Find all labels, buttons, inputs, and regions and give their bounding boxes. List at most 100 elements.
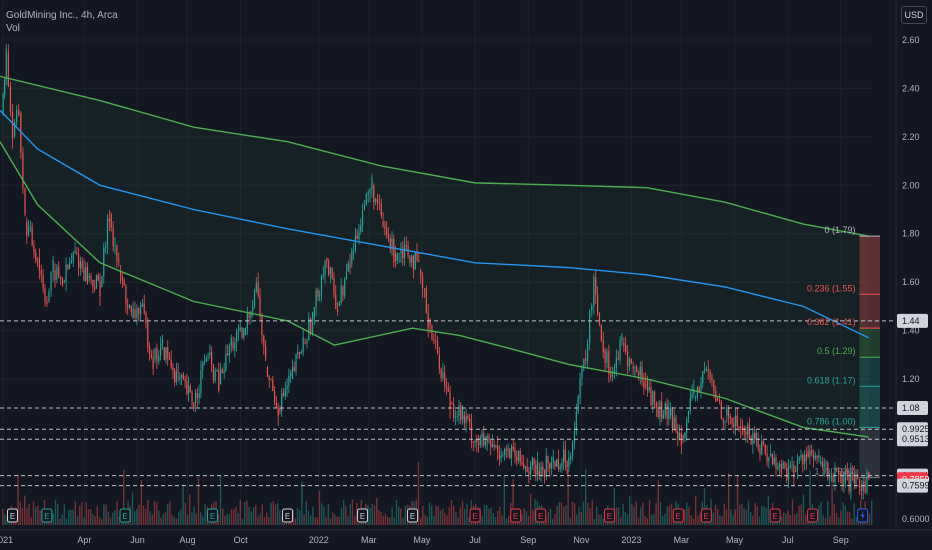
volume-bar [461,500,464,525]
candle-body [743,427,745,433]
candle-body [484,441,487,446]
candle-body [315,290,317,308]
y-tick-label: 0.6000 [902,514,930,524]
candle-body [803,454,806,465]
volume-bar [334,514,336,525]
candle-body [851,472,854,474]
candle-body [673,417,675,429]
volume-bar [481,516,483,525]
candle-body [453,404,455,418]
volume-bar [563,506,565,525]
volume-bar [83,517,85,525]
volume-bar [455,512,457,525]
earnings-marker-label: E [676,512,681,521]
candle-body [378,202,381,204]
candle-body [252,305,254,312]
candle-body [61,278,64,286]
candle-body [81,261,83,269]
candle-body [509,448,511,458]
candle-body [510,446,513,458]
candle-body [58,266,60,277]
volume-bar [109,517,112,525]
candle-body [136,308,138,318]
candle-body [736,415,738,426]
candle-body [645,379,647,381]
volume-bar [316,517,318,525]
candle-body [724,420,726,422]
price-label: 0.9925 [902,424,930,434]
volume-bar [272,501,274,525]
volume-bar [494,517,497,525]
candle-body [825,462,827,464]
currency-button[interactable]: USD [901,6,927,24]
candle-body [167,347,169,358]
volume-bar [318,490,321,525]
volume-bar [717,508,719,525]
volume-bar [52,513,54,525]
volume-bar [138,504,140,525]
volume-bar [637,517,640,525]
x-tick-label: Mar [361,535,377,545]
fib-label: 0.382 (1.41) [807,317,856,327]
candle-body [85,267,87,281]
candle-body [123,280,125,286]
candle-body [754,433,756,440]
volume-bar [466,503,468,525]
candle-body [766,454,768,462]
band-fill [0,76,869,438]
price-label-box [897,478,928,493]
candle-body [528,471,530,475]
candle-body [800,454,802,458]
volume-bar [191,512,193,525]
volume-bar [571,501,574,525]
candle-body [414,252,416,270]
candle-body [662,414,665,419]
candle-body [770,453,772,457]
candle-body [498,452,500,459]
volume-bar [453,505,455,525]
candle-body [637,372,640,376]
candle-body [60,276,62,279]
y-tick-label: 1.80 [902,229,920,239]
earnings-marker-label: E [10,512,15,521]
candle-body [99,280,101,297]
candle-body [112,227,114,246]
candle-body [595,277,597,295]
volume-bar [257,516,259,525]
candle-body [263,335,265,346]
volume-bar [292,509,294,525]
candle-body [570,456,572,459]
candle-body [738,425,740,427]
candle-body [745,432,747,435]
volume-bar [74,501,76,525]
y-tick-label: 1.60 [902,277,920,287]
candle-body [853,472,855,484]
y-tick-label: 2.20 [902,132,920,142]
volume-bar [591,500,593,525]
candle-body [845,470,847,481]
candle-body [26,221,28,236]
volume-bar [587,502,589,525]
candle-body [552,456,554,462]
volume-bar [523,508,525,525]
candle-body [243,328,245,338]
volume-bar [151,514,153,525]
candle-body [440,368,442,379]
candle-body [547,455,549,464]
earnings-marker-label: E [810,512,815,521]
volume-bar [235,506,237,525]
volume-bar [114,510,116,525]
volume-bar [714,505,717,525]
candle-body [324,260,326,275]
volume-bar [380,511,382,525]
candle-body [211,352,213,365]
candle-body [431,325,433,340]
earnings-marker-label: E [44,512,49,521]
candle-body [782,462,784,469]
price-label: 0.9513 [902,434,930,444]
volume-bar [492,513,494,525]
volume-bar [217,514,219,525]
volume-bar [457,517,459,525]
candle-body [416,252,418,260]
